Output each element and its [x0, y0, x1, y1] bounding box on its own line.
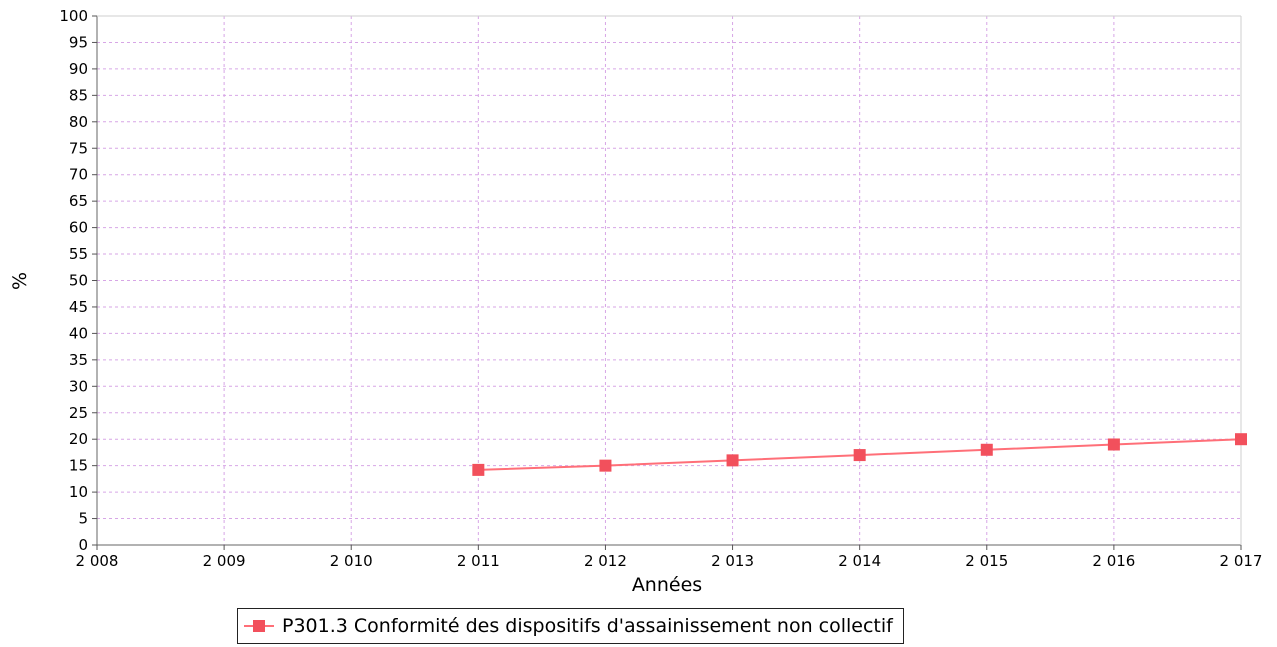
y-tick-label: 35 [69, 351, 88, 369]
y-axis-ticks: 0 5 10 15 20 25 30 35 40 45 50 55 60 65 70 75 80 85 90 95 10… [59, 7, 97, 554]
data-point [980, 443, 993, 456]
line-chart: 0 5 10 15 20 25 30 35 40 45 50 55 60 65 70 75 80 85 90 95 10… [9, 7, 1263, 596]
y-tick-label: 55 [69, 245, 88, 263]
y-tick-label: 15 [69, 457, 88, 475]
grid [96, 15, 1242, 546]
y-tick-label: 10 [69, 483, 88, 501]
legend-swatch-icon [244, 619, 274, 633]
series-group [472, 433, 1247, 476]
y-tick-label: 95 [69, 33, 88, 51]
y-axis-title: % [9, 272, 31, 290]
x-tick-label: 2 011 [457, 552, 500, 570]
y-tick-label: 5 [78, 510, 88, 528]
data-point [853, 449, 866, 462]
y-tick-label: 40 [69, 324, 88, 342]
legend: P301.3 Conformité des dispositifs d'assa… [237, 608, 904, 644]
y-tick-label: 70 [69, 166, 88, 184]
x-tick-label: 2 017 [1220, 552, 1263, 570]
legend-label: P301.3 Conformité des dispositifs d'assa… [282, 615, 893, 637]
x-tick-label: 2 010 [330, 552, 373, 570]
y-tick-label: 75 [69, 139, 88, 157]
y-tick-label: 20 [69, 430, 88, 448]
y-tick-label: 65 [69, 192, 88, 210]
y-tick-label: 90 [69, 60, 88, 78]
x-tick-label: 2 012 [584, 552, 627, 570]
data-point [1107, 438, 1120, 451]
data-point [726, 454, 739, 467]
data-point [1235, 433, 1247, 446]
y-tick-label: 0 [78, 536, 88, 554]
y-tick-label: 80 [69, 113, 88, 131]
x-tick-label: 2 016 [1092, 552, 1135, 570]
y-tick-label: 25 [69, 404, 88, 422]
y-tick-label: 30 [69, 377, 88, 395]
data-point [472, 463, 485, 476]
y-tick-label: 100 [59, 7, 88, 25]
axes [96, 15, 1242, 546]
x-tick-label: 2 014 [838, 552, 881, 570]
x-tick-label: 2 015 [965, 552, 1008, 570]
y-tick-label: 50 [69, 272, 88, 290]
data-point [599, 459, 612, 472]
y-tick-label: 60 [69, 219, 88, 237]
x-axis-title: Années [632, 574, 702, 596]
x-tick-label: 2 013 [711, 552, 754, 570]
y-tick-label: 45 [69, 298, 88, 316]
x-tick-label: 2 009 [203, 552, 246, 570]
x-axis-ticks: 2 008 2 009 2 010 2 011 2 012 2 013 2 014 2 015… [76, 545, 1263, 570]
x-tick-label: 2 008 [76, 552, 119, 570]
y-tick-label: 85 [69, 86, 88, 104]
